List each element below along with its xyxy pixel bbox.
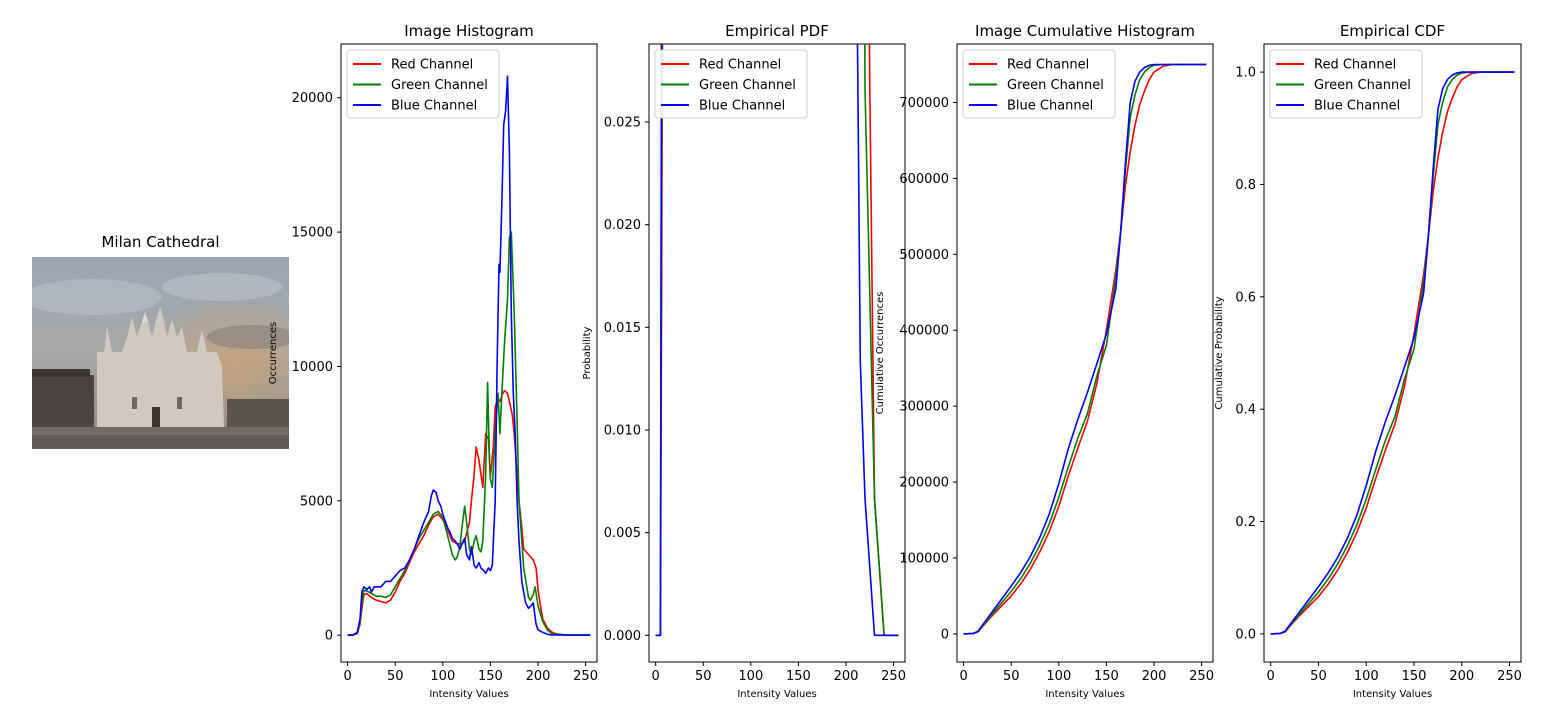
- photo-title: Milan Cathedral: [101, 233, 220, 251]
- chart-title-1: Image Histogram: [404, 22, 534, 40]
- legend-label: Red Channel: [699, 58, 781, 73]
- axes-frame-4: [1263, 43, 1522, 663]
- x-tick-label: 250: [573, 669, 598, 684]
- legend-box-3: [962, 49, 1116, 119]
- x-tick-label: 100: [1354, 669, 1379, 684]
- legend-label: Red Channel: [391, 58, 473, 73]
- series-line-red-channel: [963, 63, 1207, 635]
- x-tick-label: 100: [1046, 669, 1071, 684]
- chart-title-2: Empirical PDF: [725, 22, 829, 40]
- y-tick-label: 0.6: [1235, 290, 1256, 305]
- series-line-green-channel: [963, 63, 1207, 635]
- y-tick-label: 0.4: [1235, 403, 1256, 418]
- y-tick-label: 0.8: [1235, 178, 1256, 193]
- y-tick-label: 500000: [899, 248, 949, 263]
- legend-label: Blue Channel: [1007, 99, 1093, 114]
- x-tick-label: 150: [1094, 669, 1119, 684]
- x-tick-label: 50: [695, 669, 712, 684]
- legend-label: Green Channel: [1314, 78, 1411, 93]
- y-tick-label: 600000: [899, 172, 949, 187]
- x-tick-label: 0: [1267, 669, 1275, 684]
- y-tick-label: 0.015: [604, 321, 641, 336]
- y-tick-label: 200000: [899, 476, 949, 491]
- x-tick-label: 100: [430, 669, 455, 684]
- y-axis-label-1: Occurrences: [268, 322, 279, 384]
- x-tick-label: 150: [786, 669, 811, 684]
- y-tick-label: 10000: [292, 360, 333, 375]
- y-tick-label: 300000: [899, 400, 949, 415]
- y-tick-label: 0.000: [604, 629, 641, 644]
- y-tick-label: 700000: [899, 96, 949, 111]
- x-tick-label: 200: [834, 669, 859, 684]
- series-line-blue-channel: [347, 75, 591, 636]
- cathedral-image: [32, 257, 289, 449]
- x-tick-label: 150: [478, 669, 503, 684]
- y-axis-label-2: Probability: [582, 326, 593, 379]
- series-line-green-channel: [347, 231, 591, 636]
- x-tick-label: 200: [1449, 669, 1474, 684]
- series-line-red-channel: [347, 389, 591, 636]
- y-tick-label: 0.0: [1235, 627, 1256, 642]
- x-tick-label: 200: [526, 669, 551, 684]
- y-tick-label: 20000: [292, 91, 333, 106]
- series-line-green-channel: [1270, 71, 1515, 635]
- y-tick-label: 0: [325, 629, 333, 644]
- legend-label: Blue Channel: [1314, 99, 1400, 114]
- chart-title-3: Image Cumulative Histogram: [975, 22, 1195, 40]
- x-tick-label: 200: [1142, 669, 1167, 684]
- x-tick-label: 250: [881, 669, 906, 684]
- x-axis-label-2: Intensity Values: [737, 689, 816, 700]
- y-tick-label: 400000: [899, 324, 949, 339]
- legend-label: Green Channel: [1007, 78, 1104, 93]
- x-axis-label-4: Intensity Values: [1353, 689, 1432, 700]
- x-tick-label: 250: [1497, 669, 1522, 684]
- series-line-red-channel: [1270, 71, 1515, 635]
- legend-label: Blue Channel: [699, 99, 785, 114]
- legend-label: Blue Channel: [391, 99, 477, 114]
- legend-label: Green Channel: [391, 78, 488, 93]
- legend-label: Red Channel: [1007, 58, 1089, 73]
- x-tick-label: 100: [738, 669, 763, 684]
- x-tick-label: 50: [1310, 669, 1327, 684]
- chart-title-4: Empirical CDF: [1340, 22, 1445, 40]
- y-tick-label: 0.005: [604, 526, 641, 541]
- y-tick-label: 0.010: [604, 423, 641, 438]
- y-tick-label: 1.0: [1235, 66, 1256, 81]
- x-tick-label: 250: [1189, 669, 1214, 684]
- legend-box-4: [1269, 49, 1423, 119]
- legend-box-2: [654, 49, 808, 119]
- y-tick-label: 100000: [899, 551, 949, 566]
- y-tick-label: 15000: [292, 226, 333, 241]
- y-tick-label: 0.2: [1235, 515, 1256, 530]
- legend-label: Green Channel: [699, 78, 796, 93]
- series-line-blue-channel: [1270, 71, 1515, 635]
- x-tick-label: 50: [1003, 669, 1020, 684]
- axes-frame-3: [956, 43, 1214, 663]
- legend-box-1: [346, 49, 500, 119]
- x-tick-label: 150: [1402, 669, 1427, 684]
- y-tick-label: 0.020: [604, 218, 641, 233]
- x-tick-label: 0: [960, 669, 968, 684]
- legend-label: Red Channel: [1314, 58, 1396, 73]
- y-tick-label: 0.025: [604, 116, 641, 131]
- y-axis-label-4: Cumulative Probability: [1214, 296, 1225, 409]
- x-tick-label: 50: [387, 669, 404, 684]
- x-tick-label: 0: [652, 669, 660, 684]
- x-axis-label-1: Intensity Values: [429, 689, 508, 700]
- milan-cathedral-photo: [32, 257, 289, 449]
- axes-frame-2: [648, 43, 906, 663]
- y-axis-label-3: Cumulative Occurrences: [875, 292, 886, 415]
- x-axis-label-3: Intensity Values: [1045, 689, 1124, 700]
- y-tick-label: 0: [941, 627, 949, 642]
- axes-frame-1: [340, 43, 598, 663]
- y-tick-label: 5000: [300, 494, 333, 509]
- x-tick-label: 0: [344, 669, 352, 684]
- series-line-blue-channel: [963, 63, 1207, 635]
